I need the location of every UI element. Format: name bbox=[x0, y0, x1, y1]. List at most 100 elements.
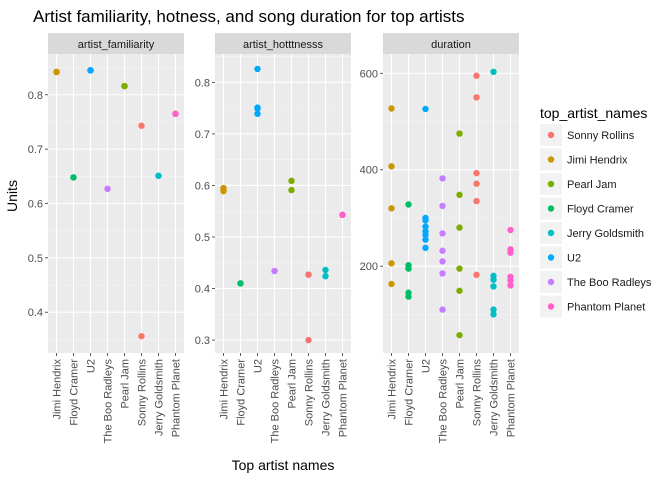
facet-strip-label: duration bbox=[431, 39, 471, 51]
point-the-boo-radleys bbox=[439, 230, 446, 237]
point-the-boo-radleys bbox=[439, 175, 446, 182]
point-u2 bbox=[254, 110, 261, 118]
legend-label: Sonny Rollins bbox=[567, 130, 635, 142]
point-sonny-rollins bbox=[473, 72, 480, 79]
legend-item-floyd-cramer: Floyd Cramer bbox=[540, 197, 634, 220]
x-tick-label: Jerry Goldsmith bbox=[489, 359, 501, 436]
y-tick-label: 0.7 bbox=[195, 129, 210, 141]
point-the-boo-radleys bbox=[439, 247, 446, 254]
x-tick-label: Jimi Hendrix bbox=[219, 359, 231, 420]
x-tick-label: Pearl Jam bbox=[120, 359, 132, 409]
legend-label: The Boo Radleys bbox=[567, 277, 652, 289]
point-floyd-cramer bbox=[405, 265, 412, 272]
point-pearl-jam bbox=[456, 265, 463, 272]
legend-item-jimi-hendrix: Jimi Hendrix bbox=[540, 148, 628, 171]
y-tick-label: 0.7 bbox=[28, 144, 43, 156]
point-jimi-hendrix bbox=[388, 105, 395, 112]
point-the-boo-radleys bbox=[104, 185, 111, 193]
point-floyd-cramer bbox=[237, 280, 244, 287]
point-phantom-planet bbox=[507, 226, 514, 234]
y-tick-label: 0.4 bbox=[195, 284, 210, 296]
point-pearl-jam bbox=[456, 224, 463, 231]
point-phantom-planet bbox=[172, 110, 179, 118]
legend-key-marker bbox=[547, 278, 555, 286]
point-jimi-hendrix bbox=[53, 68, 60, 76]
legend-key-marker bbox=[547, 229, 555, 237]
x-tick-label: Phantom Planet bbox=[171, 359, 183, 437]
point-sonny-rollins bbox=[473, 180, 480, 187]
point-phantom-planet bbox=[507, 282, 514, 289]
y-tick-label: 0.6 bbox=[195, 180, 210, 192]
panel-duration: duration 200 400 600 Jimi Hendrix Floyd Crame… bbox=[360, 33, 519, 443]
x-tick-label: Floyd Cramer bbox=[69, 359, 81, 426]
legend-item-pearl-jam: Pearl Jam bbox=[540, 173, 617, 195]
panel-background bbox=[215, 54, 351, 353]
point-u2 bbox=[254, 105, 261, 112]
legend-item-the-boo-radleys: The Boo Radleys bbox=[540, 271, 652, 293]
point-floyd-cramer bbox=[405, 293, 412, 300]
legend-item-u2: U2 bbox=[540, 246, 581, 269]
x-tick-label: Jerry Goldsmith bbox=[321, 359, 333, 436]
facet-panels: artist_familiarity 0.4 0.5 0.6 0.7 0.8 Jimi He… bbox=[28, 33, 519, 443]
legend-title: top_artist_names bbox=[540, 105, 647, 121]
point-jimi-hendrix bbox=[220, 186, 227, 194]
point-pearl-jam bbox=[456, 331, 463, 339]
point-phantom-planet bbox=[507, 277, 514, 284]
x-tick-label: Sonny Rollins bbox=[304, 359, 316, 427]
x-tick-label: Sonny Rollins bbox=[472, 359, 484, 427]
x-tick-label: Phantom Planet bbox=[506, 359, 518, 437]
legend-key-marker bbox=[547, 254, 555, 261]
point-sonny-rollins bbox=[473, 271, 480, 279]
point-floyd-cramer bbox=[405, 201, 412, 208]
y-tick-label: 0.6 bbox=[28, 199, 43, 211]
x-tick-label: Phantom Planet bbox=[338, 359, 350, 437]
point-phantom-planet bbox=[339, 211, 346, 219]
x-tick-label: The Boo Radleys bbox=[438, 359, 450, 444]
y-tick-label: 0.8 bbox=[195, 77, 210, 89]
point-u2 bbox=[422, 231, 429, 239]
legend-item-sonny-rollins: Sonny Rollins bbox=[540, 124, 635, 146]
y-tick-label: 200 bbox=[360, 261, 378, 273]
facet-strip-label: artist_hotttnesss bbox=[243, 39, 324, 51]
point-pearl-jam bbox=[456, 191, 463, 199]
legend-item-phantom-planet: Phantom Planet bbox=[540, 295, 645, 318]
point-pearl-jam bbox=[456, 130, 463, 137]
point-jerry-goldsmith bbox=[490, 311, 497, 318]
legend-label: Floyd Cramer bbox=[567, 204, 634, 216]
point-the-boo-radleys bbox=[439, 306, 446, 313]
point-jimi-hendrix bbox=[388, 260, 395, 267]
x-tick-label: The Boo Radleys bbox=[270, 359, 282, 444]
point-floyd-cramer bbox=[70, 174, 77, 181]
legend-key-marker bbox=[547, 156, 555, 163]
point-the-boo-radleys bbox=[439, 258, 446, 265]
point-jerry-goldsmith bbox=[490, 276, 497, 283]
y-tick-label: 0.4 bbox=[28, 307, 43, 319]
x-tick-label: Jimi Hendrix bbox=[387, 359, 399, 420]
point-u2 bbox=[422, 217, 429, 224]
facet-strip bbox=[215, 33, 351, 54]
legend-key-marker bbox=[547, 205, 555, 212]
panel-artist-hotttnesss: artist_hotttnesss 0.3 0.4 0.5 0.6 0.7 0.8 Jimi … bbox=[195, 33, 351, 443]
x-tick-label: Floyd Cramer bbox=[404, 359, 416, 426]
y-tick-label: 0.5 bbox=[28, 253, 43, 265]
y-tick-label: 600 bbox=[360, 68, 378, 80]
point-sonny-rollins bbox=[138, 122, 145, 129]
x-tick-label: Jerry Goldsmith bbox=[154, 359, 166, 436]
facet-strip bbox=[48, 33, 184, 54]
x-tick-label: U2 bbox=[421, 359, 433, 373]
point-pearl-jam bbox=[288, 186, 295, 194]
x-tick-label: Pearl Jam bbox=[455, 359, 467, 409]
point-sonny-rollins bbox=[305, 271, 312, 278]
point-jimi-hendrix bbox=[388, 163, 395, 170]
point-jerry-goldsmith bbox=[155, 172, 162, 179]
point-pearl-jam bbox=[456, 287, 463, 294]
legend-label: U2 bbox=[567, 253, 581, 265]
x-tick-label: Sonny Rollins bbox=[137, 359, 149, 427]
x-tick-label: U2 bbox=[253, 359, 265, 373]
point-the-boo-radleys bbox=[271, 267, 278, 275]
point-jimi-hendrix bbox=[388, 205, 395, 212]
x-tick-label: Floyd Cramer bbox=[236, 359, 248, 426]
x-axis-label: Top artist names bbox=[232, 457, 335, 473]
point-u2 bbox=[422, 236, 429, 243]
